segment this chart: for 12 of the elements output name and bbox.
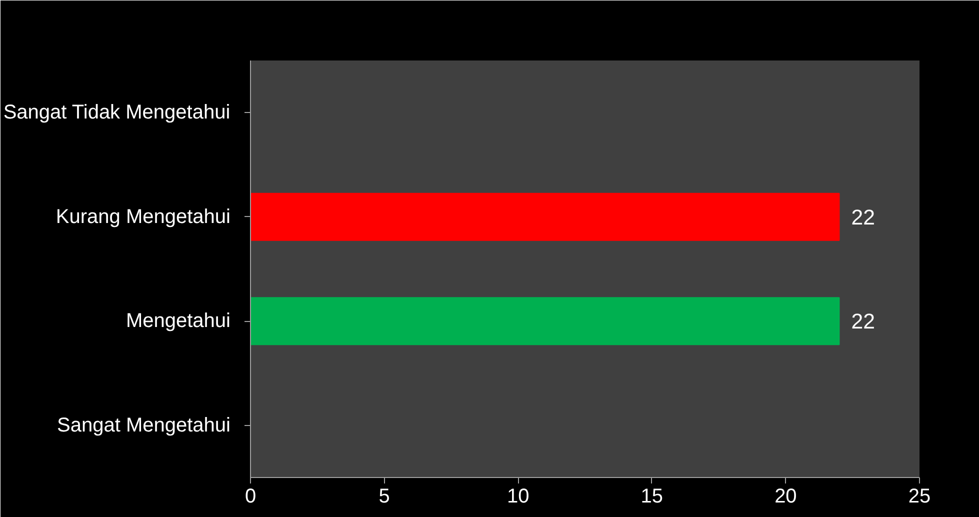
y-tick-label: Mengetahui [126, 310, 231, 332]
x-tick-label: 20 [774, 486, 797, 508]
x-tick-label: 15 [640, 486, 664, 508]
y-tick-label: Sangat Mengetahui [57, 414, 230, 436]
x-tick-label: 25 [908, 486, 931, 508]
y-tick-label: Sangat Tidak Mengetahui [3, 102, 230, 124]
data-label: 22 [851, 205, 875, 230]
y-tick-label: Kurang Mengetahui [56, 206, 231, 228]
x-tick-label: 0 [244, 486, 256, 508]
x-tick-label: 5 [378, 486, 390, 508]
data-label: 22 [851, 310, 875, 334]
x-tick-label: 10 [506, 486, 530, 508]
